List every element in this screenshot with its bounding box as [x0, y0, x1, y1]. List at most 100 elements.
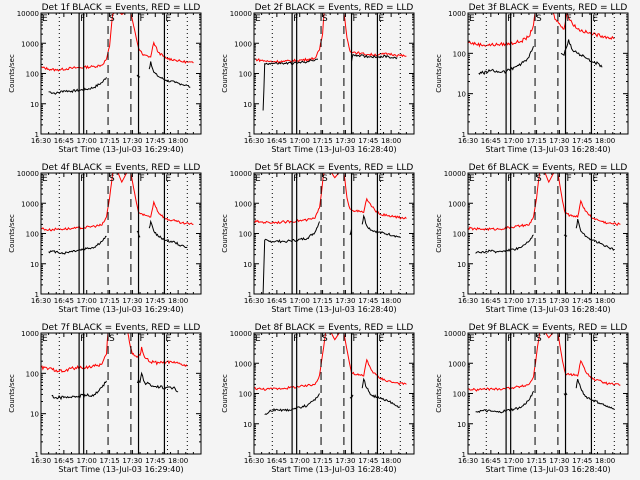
x-axis-label: Start Time (13-Jul-03 16:28:40): [271, 305, 396, 314]
plot-area: [468, 173, 621, 254]
y-tick-label: 10: [30, 261, 39, 269]
plot-frame: [467, 332, 629, 455]
detector-panel-8f: Det 8f BLACK = Events, RED = LLD Counts/s…: [221, 323, 415, 474]
x-tick-label: 17:45: [358, 457, 378, 465]
x-axis-label: Start Time (13-Jul-03 16:28:40): [271, 145, 396, 154]
time-interval-label: F: [80, 14, 85, 24]
x-tick-label: 16:30: [244, 137, 264, 145]
time-interval-label: F: [140, 14, 145, 24]
y-tick-label: 1000: [234, 360, 252, 368]
y-tick-label: 100: [26, 370, 39, 378]
x-tick-label: 16:30: [244, 297, 264, 305]
time-interval-label: F: [140, 174, 145, 184]
time-interval-label: E: [469, 14, 475, 24]
y-tick-label: 10000: [230, 170, 252, 178]
x-tick-label: 17:00: [77, 297, 97, 305]
time-interval-label: E: [42, 174, 48, 184]
y-tick-label: 100: [239, 71, 252, 79]
y-tick-label: 1000: [448, 200, 466, 208]
y-tick-label: 1: [462, 131, 466, 139]
time-interval-label: S: [536, 14, 542, 24]
y-tick-label: 100: [239, 231, 252, 239]
x-tick-label: 16:30: [458, 297, 478, 305]
y-axis-label: Counts/sec: [221, 54, 229, 93]
x-tick-label: 17:00: [504, 457, 524, 465]
x-tick-label: 16:45: [267, 457, 287, 465]
series-line-lld: [468, 333, 621, 392]
x-tick-label: 17:15: [99, 137, 119, 145]
detector-panel-3f: Det 3f BLACK = Events, RED = LLD Counts/s…: [435, 3, 629, 154]
series-line-events: [262, 214, 401, 294]
series-line-events: [262, 53, 398, 111]
y-tick-label: 100: [26, 231, 39, 239]
y-tick-label: 1000: [448, 10, 466, 18]
time-interval-label: S: [322, 174, 328, 184]
x-tick-label: 17:45: [572, 297, 592, 305]
plot-area: [41, 173, 194, 255]
time-interval-label: F: [80, 174, 85, 184]
time-interval-label: F: [567, 334, 572, 344]
plot-area: [254, 13, 407, 111]
series-line-events: [264, 377, 401, 415]
x-tick-label: 16:45: [54, 137, 74, 145]
x-tick-label: 17:15: [312, 457, 332, 465]
x-tick-label: 17:45: [145, 137, 165, 145]
time-interval-label: E: [378, 174, 384, 184]
panel-title: Det 1f BLACK = Events, RED = LLD: [42, 3, 201, 13]
time-interval-label: E: [255, 334, 261, 344]
time-interval-label: S: [109, 14, 115, 24]
panel-title: Det 2f BLACK = Events, RED = LLD: [255, 3, 414, 13]
series-line-lld: [468, 173, 621, 232]
x-tick-label: 18:00: [168, 457, 188, 465]
time-interval-label: S: [109, 334, 115, 344]
series-line-events: [48, 219, 188, 255]
x-axis-label: Start Time (13-Jul-03 16:29:40): [58, 305, 183, 314]
plot-frame: [253, 12, 415, 135]
time-interval-label: F: [353, 334, 358, 344]
x-tick-label: 17:30: [122, 457, 142, 465]
y-tick-label: 10000: [230, 330, 252, 338]
y-tick-label: 10: [30, 101, 39, 109]
x-tick-label: 16:30: [244, 457, 264, 465]
x-tick-label: 17:00: [504, 137, 524, 145]
x-axis-label: Start Time (13-Jul-03 16:28:40): [485, 465, 610, 474]
x-tick-label: 16:45: [481, 297, 501, 305]
y-tick-label: 1: [248, 131, 252, 139]
x-tick-label: 18:00: [595, 297, 615, 305]
time-interval-label: E: [42, 14, 48, 24]
time-interval-label: E: [165, 174, 171, 184]
y-tick-label: 1000: [21, 330, 39, 338]
x-tick-label: 17:30: [335, 297, 355, 305]
y-tick-label: 10000: [444, 330, 466, 338]
x-tick-label: 16:45: [267, 137, 287, 145]
plot-frame: [40, 12, 202, 135]
y-tick-label: 100: [453, 231, 466, 239]
x-tick-label: 17:45: [572, 457, 592, 465]
x-tick-label: 17:30: [335, 457, 355, 465]
time-interval-label: E: [378, 334, 384, 344]
time-interval-label: S: [536, 174, 542, 184]
panel-title: Det 6f BLACK = Events, RED = LLD: [469, 163, 628, 173]
panel-title: Det 9f BLACK = Events, RED = LLD: [469, 323, 628, 333]
panel-title: Det 5f BLACK = Events, RED = LLD: [255, 163, 414, 173]
y-tick-label: 10: [457, 261, 466, 269]
y-tick-label: 1000: [21, 40, 39, 48]
time-interval-label: F: [507, 174, 512, 184]
x-tick-label: 17:15: [99, 297, 119, 305]
x-axis-label: Start Time (13-Jul-03 16:28:40): [485, 145, 610, 154]
time-interval-label: E: [165, 334, 171, 344]
time-interval-label: E: [378, 14, 384, 24]
y-tick-label: 1: [35, 131, 39, 139]
time-interval-label: E: [592, 14, 598, 24]
y-axis-label: Counts/sec: [221, 374, 229, 413]
time-interval-label: F: [293, 174, 298, 184]
plot-frame: [467, 172, 629, 295]
x-tick-label: 16:45: [267, 297, 287, 305]
plot-area: [41, 13, 194, 95]
series-line-lld: [41, 173, 194, 232]
x-tick-label: 16:45: [481, 457, 501, 465]
time-interval-label: F: [507, 14, 512, 24]
time-interval-label: F: [567, 174, 572, 184]
y-axis-label: Counts/sec: [221, 214, 229, 253]
